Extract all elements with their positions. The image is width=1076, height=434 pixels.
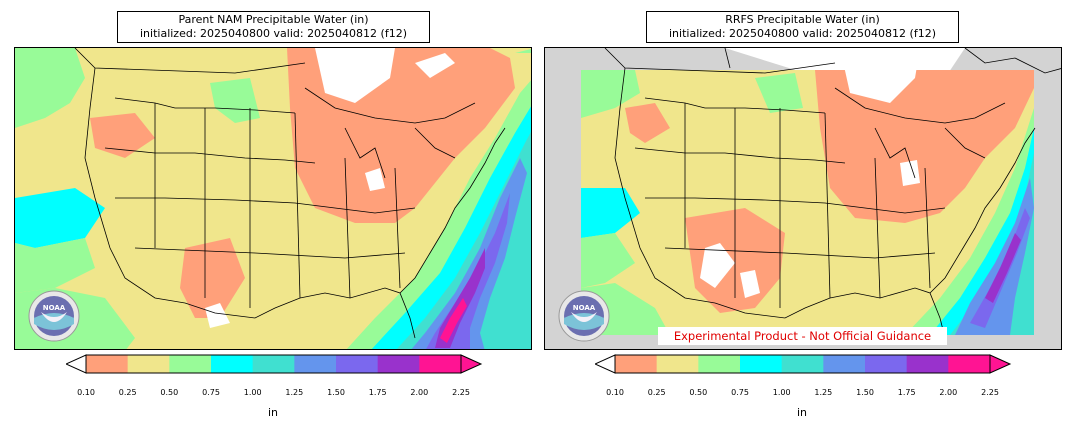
pw-fill-blue [955,178,1034,335]
colorbar-over-triangle [989,354,1012,374]
colorbar-tick-label: 1.00 [243,388,262,397]
rrfs-map: NOAA [544,47,1062,350]
colorbar-segment [781,355,824,373]
colorbar-segment [127,355,170,373]
colorbar-tick-label: 1.25 [814,388,833,397]
pw-fill-salmon [815,70,1034,223]
colorbar-segment [615,355,658,373]
pw-fill-white [415,53,455,78]
nam-title-box: Parent NAM Precipitable Water (in) initi… [117,11,430,43]
colorbar-tick-label: 0.10 [606,388,624,397]
colorbar-under-triangle [64,354,87,374]
colorbar-tick-label: 0.75 [202,388,220,397]
colorbar-tick-label: 0.25 [118,388,137,397]
pw-fill-salmon [180,238,245,318]
nam-colorbar-unit: in [267,406,279,419]
colorbar-tick-label: 0.50 [689,388,708,397]
colorbar-tick-label: 1.75 [897,388,916,397]
colorbar-outline [614,354,991,374]
colorbar-tick-label: 2.00 [410,388,429,397]
colorbar-tick-label: 0.50 [160,388,179,397]
rrfs-colorbar-unit: in [796,406,808,419]
colorbar-segment [865,355,908,373]
colorbar-tick-label: 2.00 [939,388,958,397]
pw-fill-white [700,243,735,288]
noaa-logo-icon: NOAA [28,290,80,342]
rrfs-colorbar [593,353,1013,379]
pw-fill-white [840,48,920,103]
pw-fill-green [210,78,260,123]
pw-fill-magenta [440,298,467,343]
colorbar-tick-label: 2.25 [452,388,470,397]
nam-title-line1: Parent NAM Precipitable Water (in) [178,13,369,26]
pw-fill-salmon [625,103,670,143]
colorbar-segment [823,355,866,373]
pw-fill-slateblue [426,193,510,349]
colorbar-tick-label: 0.10 [77,388,95,397]
pw-fill-green [15,48,85,128]
pw-fill-green [581,233,635,288]
noaa-logo-text: NOAA [43,304,66,312]
colorbar-segment [740,355,783,373]
pw-fill-blue [411,158,527,349]
nam-map-field [15,48,531,349]
pw-fill-white [365,168,385,191]
pw-fill-white [205,303,230,328]
colorbar-tick-label: 1.50 [856,388,874,397]
pw-fill-green [15,238,95,293]
pw-fill-purple [985,233,1021,303]
pw-fill-cyan [581,188,640,238]
rrfs-title-line2: initialized: 2025040800 valid: 202504081… [669,27,936,40]
nam-panel: Parent NAM Precipitable Water (in) initi… [14,11,532,419]
colorbar-segment [948,355,991,373]
colorbar-tick-label: 1.00 [772,388,791,397]
nam-colorbar [64,353,484,379]
pw-fill-white [315,48,395,103]
colorbar-tick-label: 0.25 [647,388,666,397]
colorbar-segment [252,355,295,373]
colorbar-under-triangle [593,354,616,374]
colorbar-segment [336,355,379,373]
map-boundaries [74,48,506,339]
pw-fill-cyan [15,188,105,248]
colorbar-segment [294,355,337,373]
pw-fill-white [900,160,920,186]
colorbar-segment [656,355,699,373]
rrfs-map-field [545,48,1061,349]
pw-fill-green [581,70,640,118]
colorbar-tick-label: 1.25 [285,388,304,397]
noaa-logo-icon: NOAA [558,290,610,342]
rrfs-panel: RRFS Precipitable Water (in) initialized… [538,0,1076,434]
colorbar-outline [85,354,462,374]
colorbar-over-triangle [460,354,483,374]
colorbar-tick-label: 0.75 [731,388,749,397]
colorbar-segment [211,355,254,373]
rrfs-title-box: RRFS Precipitable Water (in) initialized… [646,11,959,43]
nam-map: NOAA [14,47,532,350]
colorbar-segment [86,355,129,373]
pw-fill-green [755,73,803,113]
pw-fill-salmon [90,113,155,158]
colorbar-segment [169,355,212,373]
rrfs-colorbar-svg [593,354,1012,374]
experimental-banner: Experimental Product - Not Official Guid… [658,327,947,345]
colorbar-segment [419,355,462,373]
nam-colorbar-svg [64,354,483,374]
rrfs-title-line1: RRFS Precipitable Water (in) [725,13,880,26]
nam-title-line2: initialized: 2025040800 valid: 202504081… [140,27,407,40]
map-boundaries [604,48,1061,339]
colorbar-tick-label: 2.25 [981,388,999,397]
pw-fill-turquoise [396,131,531,349]
colorbar-tick-label: 1.50 [327,388,345,397]
colorbar-segment [377,355,420,373]
colorbar-segment [698,355,741,373]
colorbar-segment [906,355,949,373]
colorbar-tick-label: 1.75 [368,388,387,397]
noaa-logo-text: NOAA [573,304,596,312]
